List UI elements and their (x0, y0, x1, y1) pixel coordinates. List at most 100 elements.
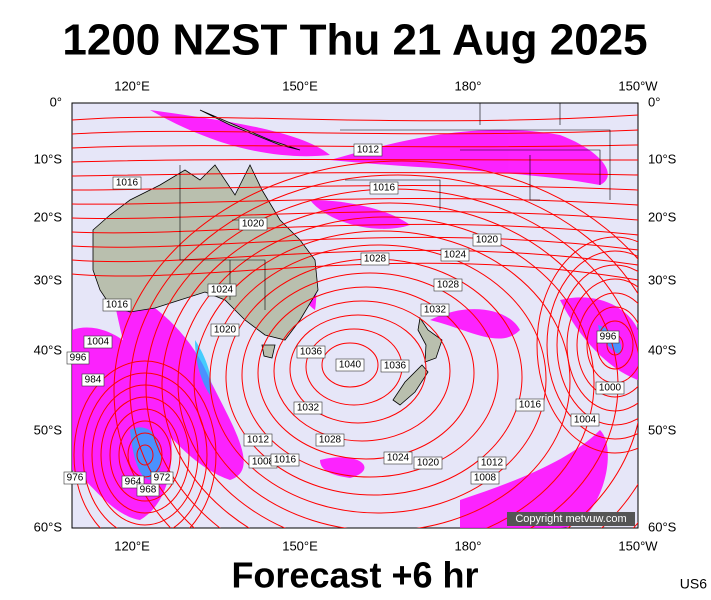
lat-label-right: 40°S (648, 342, 677, 357)
isobar-label: 1024 (211, 285, 234, 296)
isobar-label: 1004 (574, 415, 597, 426)
isobar-label: 1016 (274, 455, 297, 466)
isobar-label-bg (315, 433, 345, 447)
isobar-label: 1024 (444, 250, 467, 261)
isobar-label: 1004 (87, 337, 110, 348)
isobar-label: 984 (85, 375, 102, 386)
copyright-bg (507, 512, 635, 526)
isobar-label-bg (515, 398, 545, 412)
isobar (82, 372, 208, 528)
isobar-label: 1016 (106, 300, 129, 311)
isobar-label: 1016 (373, 183, 396, 194)
lat-label-left: 50°S (34, 422, 63, 437)
lon-label-top: 180° (455, 78, 482, 93)
lon-label-top: 120°E (114, 78, 150, 93)
isobar-label: 1028 (319, 435, 342, 446)
isobar-label-bg (413, 456, 443, 470)
isobar (193, 230, 571, 528)
isobar-label-bg (353, 143, 383, 157)
lon-label-bottom: 120°E (114, 538, 150, 553)
isobar (209, 244, 547, 514)
isobar (177, 216, 595, 528)
isobar-label: 964 (125, 477, 142, 488)
lat-label-right: 20°S (648, 209, 677, 224)
copyright: Copyright metvuw.com (515, 513, 626, 525)
nz-north-island (417, 316, 443, 363)
lat-label-right: 30°S (648, 272, 677, 287)
isobar-label-bg (335, 358, 365, 372)
isobar-label-bg (380, 359, 410, 373)
isobar-label: 1008 (474, 473, 497, 484)
model-code: US6 (680, 576, 707, 592)
isobar (91, 384, 199, 526)
isobar (72, 129, 638, 135)
isobar (72, 144, 638, 149)
isobar-label: 1032 (297, 403, 320, 414)
isobar (109, 408, 181, 502)
isobar (72, 172, 638, 177)
isobar (566, 278, 638, 412)
lat-label-left: 10°S (34, 151, 63, 166)
new-guinea (199, 109, 301, 151)
nz-south-island (392, 364, 429, 406)
isobar-label: 996 (70, 353, 87, 364)
isobar (100, 396, 190, 514)
lat-label-right: 50°S (648, 422, 677, 437)
isobar-label-bg (383, 451, 413, 465)
isobar-label-bg (595, 381, 625, 395)
forecast-label: Forecast +6 hr (231, 555, 478, 596)
isobar-label-bg (210, 323, 240, 337)
isobar-label: 1036 (300, 347, 323, 358)
isobar-label-bg (150, 471, 174, 485)
isobar-label: 996 (600, 332, 617, 343)
lat-label-left: 60°S (34, 519, 63, 534)
isobar-label: 1028 (364, 254, 387, 265)
tasmania (261, 344, 276, 359)
isobar-label-bg (369, 181, 399, 195)
isobar-label-bg (296, 345, 326, 359)
isobar-label-bg (63, 471, 87, 485)
isobar-label-bg (596, 330, 620, 344)
isobar-label: 1016 (519, 400, 542, 411)
isobar-label-bg (470, 471, 500, 485)
isobar (72, 159, 638, 163)
isobar (257, 286, 475, 460)
isobar-label: 1012 (357, 145, 380, 156)
isobar-label: 1040 (339, 360, 362, 371)
isobar-label-bg (238, 217, 268, 231)
isobar-label-bg (472, 233, 502, 247)
isobar-label-bg (66, 351, 90, 365)
lon-label-top: 150°W (618, 78, 658, 93)
isobar (241, 272, 499, 478)
australia (92, 164, 319, 341)
isobar-label-bg (440, 248, 470, 262)
isobar-label: 1024 (387, 453, 410, 464)
lat-label-right: 0° (648, 94, 660, 109)
isobar-label-bg (112, 176, 142, 190)
isobar-label: 1020 (417, 458, 440, 469)
isobar (72, 198, 638, 206)
lat-label-right: 10°S (648, 151, 677, 166)
isobar (72, 210, 638, 221)
lon-label-top: 150°E (282, 78, 318, 93)
isobar-label: 1012 (481, 458, 504, 469)
isobar (113, 160, 638, 528)
isobar-label-bg (81, 373, 105, 387)
isobar (127, 432, 163, 478)
isobar-label-bg (243, 433, 273, 447)
isobar-label-bg (433, 278, 463, 292)
isobar (536, 236, 638, 454)
isobar (546, 250, 638, 440)
isobar-label: 1036 (384, 361, 407, 372)
isobar-label: 1020 (476, 235, 499, 246)
isobar (72, 262, 638, 281)
isobar-label-bg (136, 483, 160, 497)
isobar (136, 444, 154, 466)
map: 1012 1016 1016 1020 1020 1024 1028 1024 1028 1032… (63, 102, 639, 529)
isobar-label: 1008 (252, 457, 275, 468)
isobar-label-bg (420, 303, 450, 317)
lat-label-left: 0° (50, 94, 62, 109)
lat-label-left: 20°S (34, 209, 63, 224)
isobar-label: 1012 (247, 435, 270, 446)
